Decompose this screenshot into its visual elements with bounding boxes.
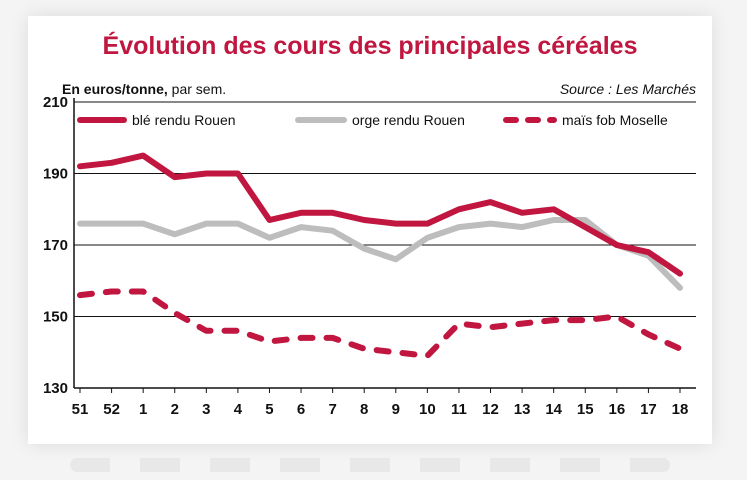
x-tick-label: 8 [360, 401, 368, 418]
y-tick-label: 170 [43, 237, 68, 254]
series-line-1 [77, 217, 683, 291]
x-tick-label: 14 [545, 401, 562, 418]
x-tick-label: 51 [72, 401, 89, 418]
x-tick-label: 3 [202, 401, 210, 418]
chart-card: Évolution des cours des principales céré… [28, 16, 712, 444]
y-tick-label: 130 [43, 380, 68, 397]
x-tick-label: 52 [103, 401, 120, 418]
y-tick-label: 150 [43, 309, 68, 326]
x-tick-label: 10 [419, 401, 436, 418]
decorative-fade [70, 458, 670, 472]
x-tick-label: 18 [672, 401, 689, 418]
x-tick-label: 12 [482, 401, 499, 418]
legend-label: orge rendu Rouen [352, 112, 465, 128]
x-tick-label: 13 [514, 401, 531, 418]
x-tick-label: 16 [608, 401, 625, 418]
x-tick-label: 7 [328, 401, 336, 418]
y-tick-label: 190 [43, 166, 68, 183]
x-tick-label: 11 [451, 401, 467, 418]
x-tick-label: 5 [265, 401, 273, 418]
chart-subtitle: En euros/tonne, par sem. [62, 81, 226, 97]
subtitle-unit: En euros/tonne, [62, 81, 168, 97]
x-tick-label: 9 [392, 401, 400, 418]
x-tick-label: 15 [577, 401, 594, 418]
series-line-0 [77, 152, 683, 277]
x-tick-label: 1 [139, 401, 147, 418]
x-tick-label: 6 [297, 401, 305, 418]
x-tick-label: 17 [640, 401, 657, 418]
y-tick-label: 210 [43, 94, 68, 111]
series-line-2 [77, 288, 683, 359]
grid-layer [74, 101, 696, 317]
series-layer [77, 152, 683, 359]
x-tick-label: 4 [234, 401, 243, 418]
chart-source: Source : Les Marchés [560, 81, 696, 97]
chart-svg: Évolution des cours des principales céré… [43, 31, 696, 418]
subtitle-period: par sem. [168, 81, 226, 97]
legend: blé rendu Rouen orge rendu Rouen maïs fob … [77, 112, 668, 128]
x-tick-label: 2 [171, 401, 179, 418]
legend-label: blé rendu Rouen [132, 112, 236, 128]
legend-label: maïs fob Moselle [562, 112, 668, 128]
chart-title: Évolution des cours des principales céré… [103, 31, 638, 60]
